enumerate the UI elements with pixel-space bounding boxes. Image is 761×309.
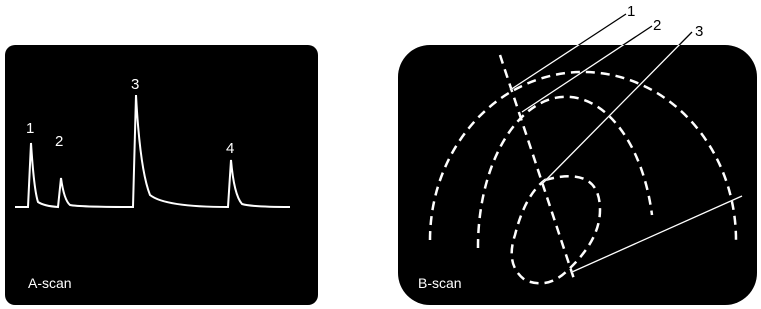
peak-label: 4: [226, 140, 234, 157]
peak-label: 3: [131, 76, 139, 93]
a-scan-panel: 1 2 3 4 A-scan: [5, 45, 318, 305]
peak-label: 2: [55, 133, 63, 150]
marker-label: 3: [695, 23, 703, 40]
a-scan-screen: [5, 45, 318, 305]
peak-label: 1: [26, 120, 34, 137]
panel-title: A-scan: [28, 275, 72, 291]
panel-title: B-scan: [418, 275, 462, 291]
marker-label: 1: [627, 3, 635, 20]
b-scan-panel: 1 2 3 4 B-scan: [398, 3, 757, 305]
b-scan-screen: [398, 45, 757, 305]
marker-label: 4: [745, 187, 753, 204]
marker-label: 2: [653, 17, 661, 34]
figure: 1 2 3 4 A-scan 1 2 3 4 B-scan: [0, 0, 761, 309]
